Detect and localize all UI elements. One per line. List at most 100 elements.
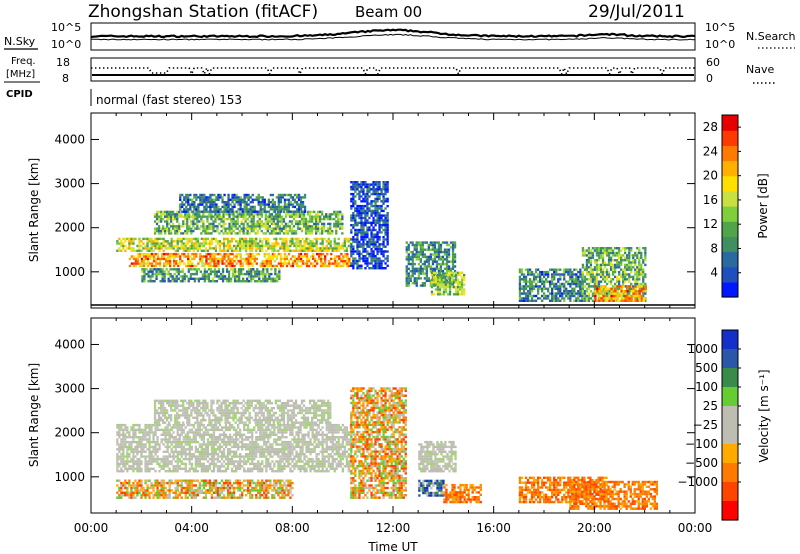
heatmap-cell [597, 266, 601, 269]
heatmap-cell [166, 443, 169, 446]
heatmap-cell [245, 257, 248, 261]
heatmap-cell [209, 203, 212, 206]
heatmap-cell [427, 246, 430, 249]
heatmap-cell [214, 229, 217, 233]
heatmap-cell [226, 240, 230, 243]
heatmap-cell [298, 222, 302, 226]
heatmap-cell [208, 215, 211, 218]
heatmap-cell [638, 251, 641, 255]
heatmap-cell [222, 225, 225, 228]
heatmap-cell [534, 275, 538, 279]
heatmap-cell [238, 213, 241, 216]
heatmap-cell [148, 426, 151, 429]
heatmap-cell [319, 215, 322, 218]
heatmap-cell [158, 423, 161, 427]
heatmap-cell [116, 467, 119, 470]
heatmap-cell [212, 215, 215, 218]
heatmap-cell [614, 254, 617, 257]
heatmap-cell [299, 201, 303, 204]
heatmap-cell [354, 195, 357, 198]
heatmap-cell [224, 237, 228, 241]
heatmap-cell [601, 259, 605, 262]
heatmap-cell [222, 232, 225, 235]
heatmap-cell [256, 280, 259, 283]
heatmap-cell [431, 258, 435, 261]
heatmap-cell [168, 467, 171, 470]
heatmap-cell [413, 267, 416, 270]
heatmap-cell [283, 244, 286, 248]
heatmap-cell [220, 229, 223, 233]
heatmap-cell [278, 225, 281, 228]
heatmap-cell [176, 225, 179, 228]
heatmap-cell [317, 225, 320, 228]
heatmap-cell [303, 210, 307, 213]
heatmap-cell [610, 290, 613, 293]
heatmap-cell [545, 297, 548, 300]
heatmap-cell [591, 280, 595, 283]
heatmap-cell [170, 220, 173, 223]
heatmap-cell [222, 215, 225, 218]
heatmap-cell [419, 277, 422, 280]
heatmap-cell [559, 273, 562, 276]
heatmap-cell [595, 266, 599, 269]
heatmap-cell [444, 273, 448, 277]
heatmap-cell [434, 278, 438, 282]
heatmap-cell [211, 277, 215, 280]
heatmap-cell [212, 237, 216, 241]
heatmap-cell [601, 270, 605, 274]
heatmap-cell [288, 225, 292, 228]
heatmap-cell [146, 440, 149, 444]
heatmap-cell [291, 205, 295, 209]
heatmap-cell [380, 252, 383, 256]
heatmap-cell [177, 268, 180, 271]
heatmap-cell [386, 200, 389, 203]
heatmap-cell [138, 457, 141, 461]
heatmap-cell [136, 428, 139, 432]
heatmap-cell [134, 433, 137, 436]
heatmap-cell [155, 272, 158, 276]
heatmap-cell [176, 213, 179, 216]
heatmap-cell [421, 262, 424, 266]
heatmap-cell [419, 265, 422, 268]
heatmap-cell [632, 287, 635, 290]
heatmap-cell [413, 262, 416, 266]
heatmap-cell [233, 205, 236, 209]
heatmap-cell [384, 207, 387, 210]
heatmap-cell [463, 283, 466, 286]
heatmap-cell [172, 450, 175, 453]
heatmap-cell [624, 251, 627, 255]
heatmap-cell [283, 257, 287, 261]
heatmap-cell [170, 460, 173, 463]
heatmap-cell [210, 448, 214, 451]
heatmap-cell [239, 257, 242, 261]
heatmap-cell [138, 438, 141, 441]
heatmap-cell [168, 431, 171, 434]
heatmap-cell [636, 251, 639, 255]
freq-left-tick-bottom: 8 [62, 72, 69, 85]
heatmap-cell [207, 262, 210, 265]
heatmap-cell [265, 237, 268, 241]
heatmap-cell [382, 245, 385, 248]
heatmap-cell [300, 227, 304, 230]
heatmap-cell [130, 436, 133, 439]
heatmap-cell [431, 246, 435, 249]
heatmap-cell [221, 198, 224, 201]
heatmap-cell [264, 225, 267, 228]
heatmap-cell [350, 262, 353, 265]
heatmap-cell [374, 209, 377, 213]
heatmap-cell [279, 252, 283, 256]
heatmap-cell [169, 275, 172, 278]
heatmap-cell [374, 262, 377, 265]
heatmap-cell [204, 455, 208, 458]
heatmap-cell [140, 240, 143, 243]
heatmap-cell [226, 244, 230, 248]
heatmap-cell [601, 275, 605, 279]
heatmap-cell [374, 259, 377, 263]
heatmap-cell [214, 249, 218, 252]
heatmap-cell [362, 204, 365, 208]
heatmap-cell [352, 214, 355, 217]
heatmap-cell [534, 270, 538, 274]
heatmap-cell [241, 257, 244, 261]
heatmap-cell [132, 460, 135, 463]
heatmap-cell [148, 443, 151, 446]
